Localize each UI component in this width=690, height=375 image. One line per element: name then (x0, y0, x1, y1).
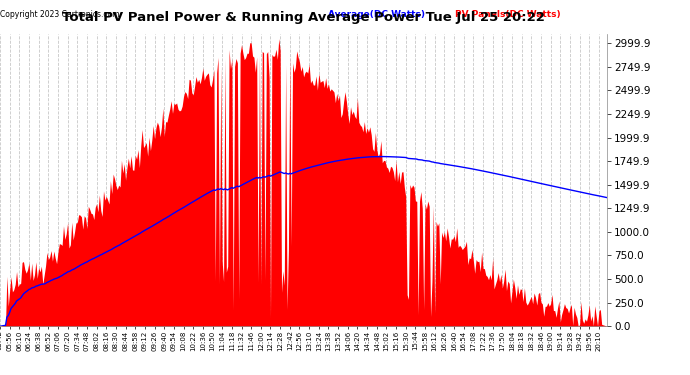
Text: Total PV Panel Power & Running Average Power Tue Jul 25 20:22: Total PV Panel Power & Running Average P… (62, 11, 545, 24)
Text: Average(DC Watts): Average(DC Watts) (328, 10, 425, 20)
Text: PV Panels(DC Watts): PV Panels(DC Watts) (455, 10, 561, 20)
Text: Copyright 2023 Cartronics.com: Copyright 2023 Cartronics.com (0, 10, 119, 20)
